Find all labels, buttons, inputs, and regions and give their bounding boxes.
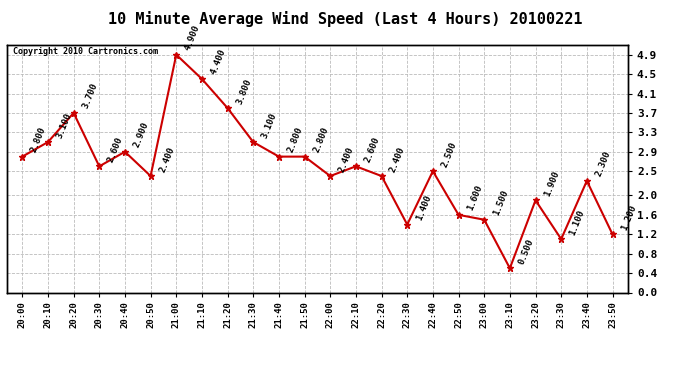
Text: 1.400: 1.400	[414, 194, 433, 222]
Text: 3.800: 3.800	[235, 77, 253, 105]
Text: 1.100: 1.100	[568, 208, 586, 236]
Text: 2.400: 2.400	[337, 145, 355, 173]
Text: 2.500: 2.500	[440, 140, 458, 168]
Text: 3.100: 3.100	[55, 111, 73, 139]
Text: 2.900: 2.900	[132, 121, 150, 149]
Text: 3.100: 3.100	[260, 111, 279, 139]
Text: 4.400: 4.400	[209, 48, 227, 76]
Text: 10 Minute Average Wind Speed (Last 4 Hours) 20100221: 10 Minute Average Wind Speed (Last 4 Hou…	[108, 11, 582, 27]
Text: 4.900: 4.900	[184, 24, 201, 52]
Text: 2.400: 2.400	[388, 145, 407, 173]
Text: 3.700: 3.700	[81, 82, 99, 110]
Text: 2.400: 2.400	[157, 145, 176, 173]
Text: 2.800: 2.800	[286, 126, 304, 154]
Text: 1.900: 1.900	[542, 169, 561, 198]
Text: 2.300: 2.300	[594, 150, 612, 178]
Text: 1.600: 1.600	[466, 184, 484, 212]
Text: 2.600: 2.600	[363, 135, 382, 164]
Text: 0.500: 0.500	[517, 237, 535, 266]
Text: 2.800: 2.800	[29, 126, 48, 154]
Text: 1.200: 1.200	[620, 203, 638, 231]
Text: 2.800: 2.800	[311, 126, 330, 154]
Text: 1.500: 1.500	[491, 189, 509, 217]
Text: 2.600: 2.600	[106, 135, 125, 164]
Text: Copyright 2010 Cartronics.com: Copyright 2010 Cartronics.com	[13, 48, 158, 57]
